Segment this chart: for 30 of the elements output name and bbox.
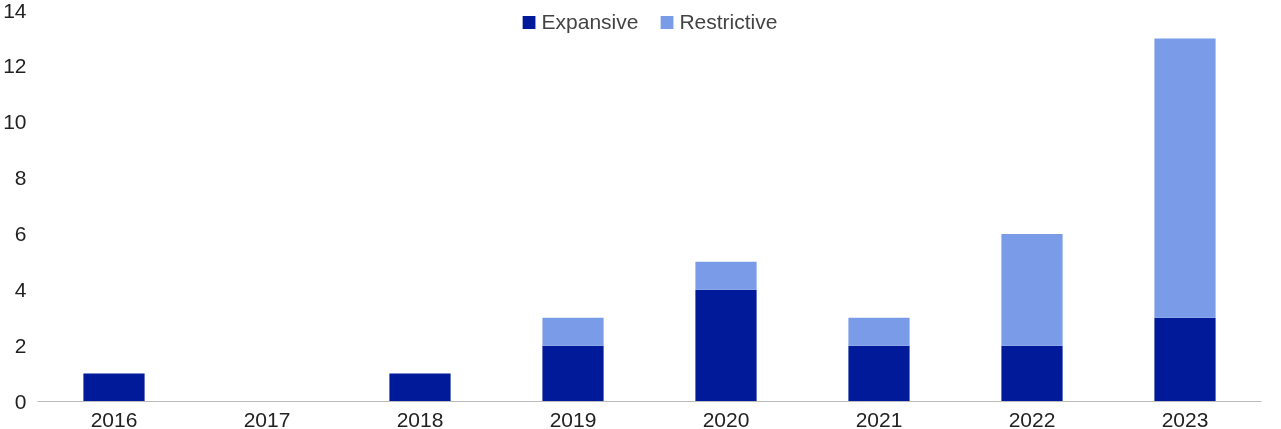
y-tick-label: 6 — [14, 221, 27, 245]
x-tick-label: 2022 — [1008, 407, 1056, 429]
legend-label: Expansive — [541, 10, 639, 34]
y-tick-label: 14 — [3, 0, 27, 22]
bar — [389, 373, 451, 402]
bar — [542, 345, 604, 402]
x-tick-label: 2023 — [1161, 407, 1209, 429]
x-tick-label: 2021 — [855, 407, 903, 429]
bar — [848, 317, 910, 346]
y-tick-label: 2 — [14, 333, 27, 357]
bar — [1154, 317, 1216, 402]
bar — [695, 289, 757, 402]
x-tick-label: 2020 — [702, 407, 750, 429]
y-tick-label: 12 — [3, 54, 27, 78]
y-tick-label: 8 — [14, 166, 27, 190]
y-tick-label: 0 — [14, 389, 27, 413]
x-tick-label: 2017 — [243, 407, 291, 429]
bar — [83, 373, 145, 402]
bar — [1001, 233, 1063, 346]
y-tick-label: 4 — [14, 277, 27, 301]
x-tick-label: 2019 — [549, 407, 597, 429]
legend-label: Restrictive — [679, 10, 778, 34]
bar — [1154, 38, 1216, 318]
bar — [695, 261, 757, 290]
bar — [542, 317, 604, 346]
y-tick-label: 10 — [3, 110, 27, 134]
bar — [848, 345, 910, 402]
bar — [1001, 345, 1063, 402]
x-tick-label: 2016 — [90, 407, 138, 429]
x-tick-label: 2018 — [396, 407, 444, 429]
